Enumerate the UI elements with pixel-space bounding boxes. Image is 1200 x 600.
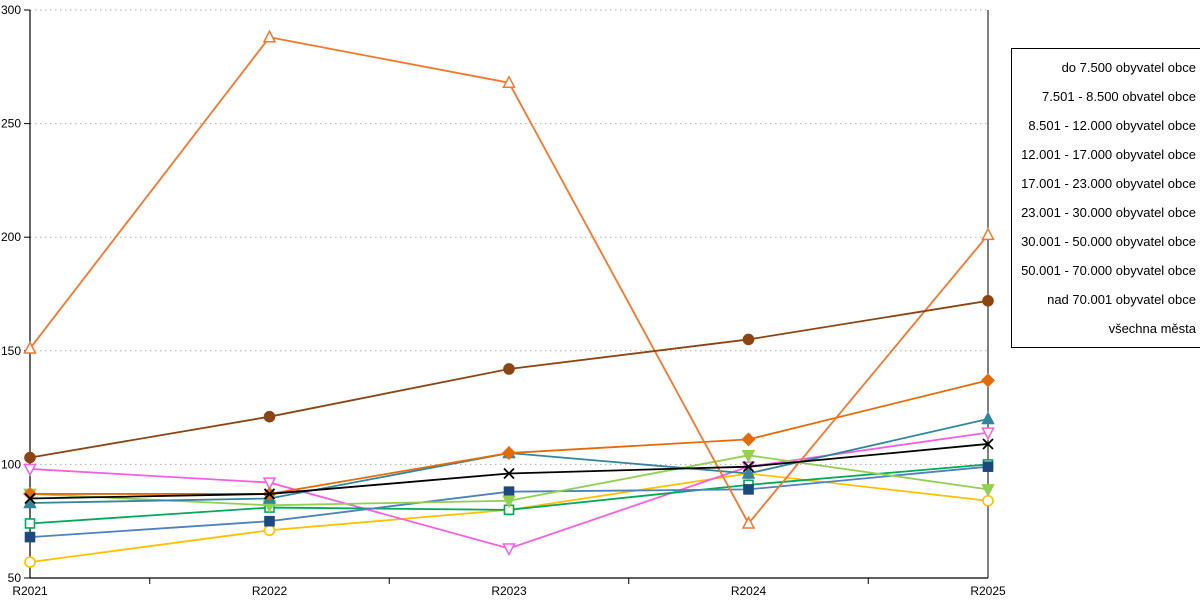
data-point-marker <box>981 227 995 241</box>
data-point-marker <box>742 333 755 346</box>
data-point-marker <box>981 411 995 425</box>
data-point-marker <box>502 446 516 461</box>
data-point-marker <box>24 556 36 568</box>
data-point-marker <box>503 467 515 480</box>
data-point-marker <box>23 486 37 501</box>
legend-item: 30.001 - 50.000 obyvatel obce <box>1021 234 1196 249</box>
x-axis-tick-label: R2021 <box>12 584 48 598</box>
data-point-marker <box>503 363 515 375</box>
legend-item: 17.001 - 23.000 obyvatel obce <box>1021 176 1196 191</box>
data-point-marker <box>741 465 756 479</box>
data-point-marker <box>263 488 276 500</box>
legend-item: všechna města <box>1108 321 1196 336</box>
data-point-marker <box>24 492 36 505</box>
data-point-marker <box>741 432 756 447</box>
data-point-marker <box>262 477 277 491</box>
data-point-marker <box>23 340 37 354</box>
y-axis-tick-label: 150 <box>1 344 21 358</box>
data-point-marker <box>24 451 36 464</box>
legend-item: do 7.500 obyvatel obce <box>1061 60 1196 75</box>
x-axis-tick-label: R2024 <box>731 584 767 598</box>
data-point-marker <box>502 75 516 88</box>
data-point-marker <box>982 295 994 307</box>
legend-item: 12.001 - 17.000 obyvatel obce <box>1021 147 1196 162</box>
y-axis-tick-label: 300 <box>1 3 21 17</box>
legend-item: 7.501 - 8.500 obvatel obce <box>1042 89 1196 104</box>
data-point-marker <box>502 495 516 509</box>
x-axis-tick-label: R2022 <box>252 584 288 598</box>
data-point-marker <box>264 515 275 527</box>
data-point-marker <box>981 484 995 498</box>
data-point-marker <box>981 373 995 388</box>
data-point-marker <box>502 543 516 557</box>
data-point-marker <box>24 518 36 529</box>
data-point-marker <box>23 463 37 477</box>
data-point-marker <box>743 484 754 495</box>
data-point-marker <box>741 515 756 529</box>
data-point-marker <box>742 461 755 473</box>
data-point-marker <box>982 438 994 450</box>
legend-item: 8.501 - 12.000 obyvatel obce <box>1028 118 1196 133</box>
legend-item: nad 70.001 obyvatel obce <box>1047 292 1196 307</box>
x-axis-tick-label: R2025 <box>970 584 1006 598</box>
data-point-marker <box>503 486 515 497</box>
series-line <box>29 299 989 459</box>
data-point-marker <box>741 450 756 463</box>
data-point-marker <box>263 524 276 537</box>
y-axis-tick-label: 200 <box>1 230 21 244</box>
legend: do 7.500 obyvatel obce 7.501 - 8.500 obva… <box>1011 48 1200 348</box>
data-point-marker <box>262 29 277 43</box>
y-axis-tick-label: 250 <box>1 117 21 131</box>
data-point-marker <box>981 427 995 441</box>
legend-item: 23.001 - 30.000 obyvatel obce <box>1021 205 1196 220</box>
data-point-marker <box>24 531 36 543</box>
x-axis-tick-label: R2023 <box>491 584 527 598</box>
data-point-marker <box>982 494 994 507</box>
y-axis-tick-label: 100 <box>1 457 21 471</box>
data-point-marker <box>263 410 276 423</box>
legend-item: 50.001 - 70.000 obyvatel obce <box>1021 263 1196 278</box>
y-axis-tick-label: 50 <box>8 571 22 585</box>
data-point-marker <box>982 461 994 472</box>
